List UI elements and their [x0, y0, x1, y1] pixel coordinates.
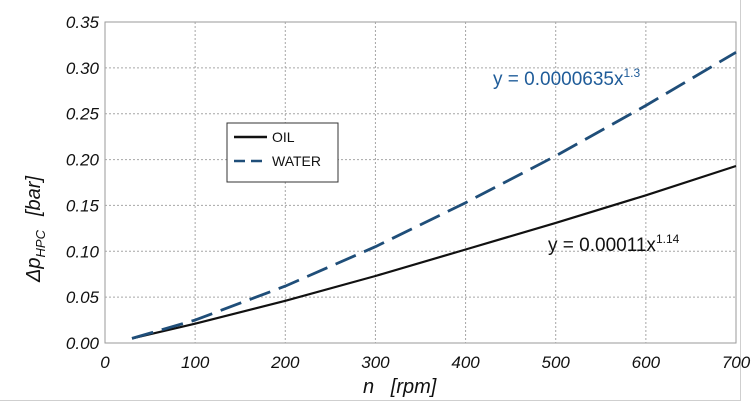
y-tick-label: 0.25 [66, 105, 100, 124]
y-axis-title: ΔpHPC [bar] [23, 176, 48, 283]
x-tick-label: 300 [361, 353, 390, 372]
x-axis-title: n [rpm] [363, 376, 437, 398]
equation-oil: y = 0.00011x1.14 [548, 232, 680, 256]
y-tick-label: 0.35 [66, 13, 100, 32]
legend-label-water: WATER [272, 153, 321, 169]
x-tick-label: 700 [722, 353, 751, 372]
x-tick-label: 400 [451, 353, 480, 372]
equation-water-base: y = 0.0000635x [493, 69, 624, 90]
legend: OIL WATER [226, 122, 339, 183]
y-tick-label: 0.10 [66, 242, 100, 261]
series-line-water [131, 51, 737, 340]
tick-labels: 0 100 200 300 400 500 600 700 0.00 0.05 0.10 0.15 0.… [66, 13, 751, 372]
series-lines [131, 51, 737, 340]
x-tick-label: 200 [270, 353, 300, 372]
chart-frame [0, 0, 741, 401]
plot-border [104, 21, 737, 344]
x-tick-label: 0 [100, 353, 110, 372]
equation-water-exp: 1.3 [623, 66, 640, 80]
grid [104, 21, 737, 344]
y-axis-title-subscript: HPC [33, 229, 48, 257]
x-tick-label: 100 [181, 353, 210, 372]
y-tick-label: 0.30 [66, 59, 100, 78]
equation-water: y = 0.0000635x1.3 [493, 66, 640, 90]
legend-box [226, 122, 339, 183]
equation-oil-base: y = 0.00011x [548, 235, 656, 256]
series-line-oil [131, 164, 737, 340]
x-tick-label: 500 [542, 353, 571, 372]
y-tick-label: 0.15 [66, 196, 100, 215]
y-axis-title-prefix: Δp [23, 257, 45, 283]
y-tick-label: 0.20 [66, 151, 100, 170]
y-tick-label: 0.05 [66, 288, 100, 307]
y-tick-label: 0.00 [66, 334, 100, 353]
y-axis-title-unit: [bar] [23, 176, 45, 217]
x-tick-label: 600 [632, 353, 661, 372]
equation-oil-exp: 1.14 [656, 232, 680, 246]
legend-label-oil: OIL [272, 129, 295, 145]
